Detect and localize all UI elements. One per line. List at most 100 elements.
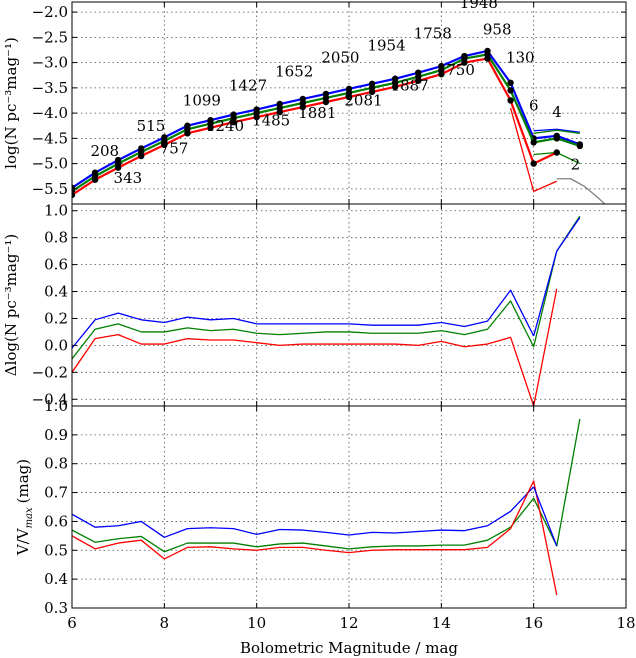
x-tick-label: 14: [432, 614, 451, 632]
data-point-green: [576, 142, 584, 150]
panel-middle-difference: 1.0 0.8 0.6 0.4 0.2 0.0 −0.2 −0.4 Δlog(N pc⁻³ma…: [2, 202, 627, 408]
count-annotation: 1485: [252, 112, 290, 130]
series-line-blue: [72, 486, 535, 538]
y-tick-label: 0.5: [44, 541, 68, 559]
x-tick-label: 18: [616, 614, 635, 632]
middle-series: [72, 215, 581, 406]
y-tick-label: 0.8: [44, 229, 68, 247]
series-line-blue: [72, 289, 535, 349]
count-annotation: 2081: [344, 92, 382, 110]
y-tick-label: 0.6: [44, 512, 68, 530]
x-tick-label: 16: [524, 614, 543, 632]
data-point-green: [530, 139, 537, 146]
bottom-series: [72, 418, 581, 596]
data-point-red: [391, 83, 399, 91]
count-annotation: 208: [90, 142, 119, 160]
data-point-red: [553, 149, 560, 156]
y-tick-label: 0.7: [44, 484, 68, 502]
data-point-red: [114, 164, 122, 171]
count-annotation: 6: [529, 97, 539, 115]
data-point-red: [207, 124, 214, 131]
data-point-red: [415, 77, 422, 84]
x-tick-label: 12: [339, 614, 358, 632]
data-point-red: [484, 55, 491, 62]
data-point-red: [276, 108, 283, 116]
y-tick-label: 1.0: [44, 202, 68, 220]
count-annotation: 2050: [321, 49, 359, 67]
bottom-y-label-sub: max: [24, 507, 35, 528]
count-annotation: 1887: [391, 76, 429, 94]
data-point-red: [438, 71, 445, 78]
bottom-x-ticks: 6 8 10 12 14 16 18: [67, 614, 635, 632]
x-tick-label: 8: [160, 614, 170, 632]
middle-grid: [72, 204, 626, 406]
series-line-blue-upper: [533, 128, 580, 133]
y-tick-label: 0.9: [44, 426, 68, 444]
y-tick-label: −3.5: [32, 79, 68, 97]
y-tick-label: −0.2: [32, 363, 68, 381]
top-y-axis-label: log(N pc⁻³mag⁻¹): [2, 37, 20, 169]
bottom-y-label-unit: (mag): [14, 459, 32, 503]
data-point-red: [161, 141, 168, 149]
data-point-red: [345, 93, 353, 101]
series-line-green: [72, 418, 581, 553]
series-line-red: [72, 57, 558, 196]
middle-y-ticks: 1.0 0.8 0.6 0.4 0.2 0.0 −0.2 −0.4: [32, 202, 627, 408]
bot-plot-area: [72, 418, 581, 596]
y-tick-label: −5.5: [32, 180, 68, 198]
y-tick-label: 0.3: [44, 599, 68, 617]
count-annotation: 130: [506, 49, 535, 67]
y-tick-label: −3.0: [32, 54, 68, 72]
data-point-red: [299, 103, 307, 111]
middle-y-axis-label: Δlog(N pc⁻³mag⁻¹): [2, 234, 20, 377]
panel-bottom-vvmax: 1.0 0.9 0.8 0.7 0.6 0.5 0.4 0.3 6 8 10 12 14 16 18 V/…: [14, 397, 636, 657]
count-annotation: 1427: [229, 76, 267, 94]
data-point-red: [91, 176, 99, 183]
x-axis-label: Bolometric Magnitude / mag: [240, 639, 458, 657]
count-annotation: 757: [160, 140, 189, 158]
count-annotation: 1099: [183, 92, 221, 110]
top-annotations: 208 343 515 757 1099 1240 1427 1485 1652 1881 2050…: [90, 0, 580, 187]
series-line-green-upper: [533, 129, 580, 134]
bottom-y-label-main: V/V: [14, 527, 32, 556]
count-annotation: 1750: [437, 61, 475, 79]
y-tick-label: −4.5: [32, 129, 68, 147]
y-tick-label: −2.5: [32, 28, 68, 46]
top-series: [72, 47, 606, 204]
y-tick-label: 0.6: [44, 256, 68, 274]
y-tick-label: 0.8: [44, 455, 68, 473]
series-line-blue-tail: [533, 486, 558, 547]
count-annotation: 1881: [298, 104, 336, 122]
data-point-red: [72, 191, 76, 199]
count-annotation: 1954: [367, 36, 405, 54]
data-point-green: [553, 135, 560, 142]
count-annotation: 1948: [460, 0, 498, 12]
y-tick-label: −5.0: [32, 155, 68, 173]
count-annotation: 2: [571, 156, 581, 174]
y-tick-label: −0.4: [32, 390, 68, 408]
top-plot-area: [72, 47, 606, 204]
series-line-red: [72, 480, 558, 596]
x-tick-label: 6: [67, 614, 77, 632]
count-annotation: 515: [137, 117, 166, 135]
x-tick-label: 10: [247, 614, 266, 632]
data-point-red: [253, 113, 260, 121]
count-annotation: 1652: [275, 63, 313, 81]
data-point-red: [230, 118, 237, 126]
y-tick-label: 0.0: [44, 336, 68, 354]
series-line-red-lower: [509, 107, 558, 193]
mid-plot-area: [72, 215, 581, 406]
data-point-red: [184, 130, 191, 137]
series-line-red: [72, 288, 558, 406]
series-line-green: [72, 215, 581, 360]
data-point-blue: [507, 79, 514, 87]
bottom-y-ticks: 1.0 0.9 0.8 0.7 0.6 0.5 0.4 0.3: [44, 397, 627, 617]
data-point-red: [138, 152, 145, 160]
top-y-ticks: −2.0 −2.5 −3.0 −3.5 −4.0 −4.5 −5.0 −5.5: [32, 2, 627, 204]
y-tick-label: 0.4: [44, 283, 68, 301]
count-annotation: 343: [114, 169, 143, 187]
count-annotation: 4: [552, 103, 562, 121]
y-tick-label: 0.4: [44, 570, 68, 588]
count-annotation: 1240: [206, 117, 244, 135]
